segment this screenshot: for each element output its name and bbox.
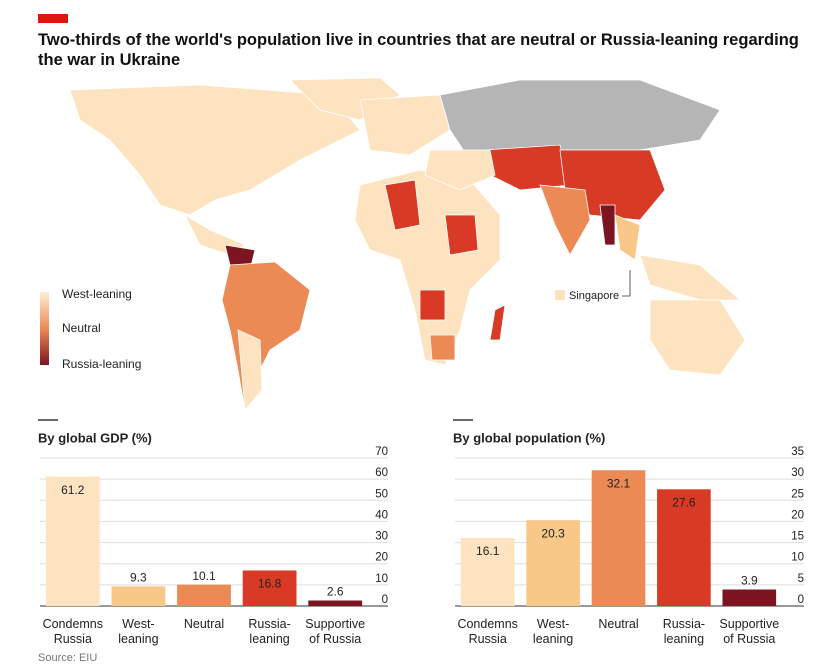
value-label: 3.9 bbox=[741, 574, 758, 588]
y-tick-label: 0 bbox=[798, 594, 804, 606]
y-tick-label: 60 bbox=[375, 467, 388, 479]
y-tick-label: 50 bbox=[375, 488, 388, 500]
bar bbox=[242, 570, 297, 606]
y-tick-label: 40 bbox=[375, 509, 388, 521]
bar bbox=[722, 589, 777, 606]
y-tick-label: 20 bbox=[791, 509, 804, 521]
y-tick-label: 15 bbox=[791, 531, 804, 543]
x-tick-label: Russia-leaning bbox=[662, 617, 706, 646]
bar bbox=[111, 586, 166, 606]
world-map bbox=[69, 77, 746, 411]
x-tick-label: Russia-leaning bbox=[248, 617, 291, 646]
bar bbox=[591, 470, 646, 606]
source: Source: EIU bbox=[38, 652, 98, 664]
legend-scale bbox=[40, 292, 49, 365]
bar bbox=[657, 489, 711, 606]
value-label: 27.6 bbox=[672, 495, 696, 509]
value-label: 20.3 bbox=[541, 526, 565, 540]
x-tick-label: Supportive of Russia bbox=[305, 617, 366, 646]
y-tick-label: 25 bbox=[791, 488, 804, 500]
legend-label: West-leaning bbox=[62, 287, 132, 301]
value-label: 10.1 bbox=[192, 569, 216, 583]
bar bbox=[460, 537, 515, 606]
y-tick-label: 10 bbox=[791, 552, 804, 564]
legend-label: Russia-leaning bbox=[62, 357, 141, 371]
value-label: 32.1 bbox=[607, 476, 631, 490]
y-tick-label: 30 bbox=[375, 531, 388, 543]
x-tick-label: West-leaning bbox=[532, 617, 574, 646]
y-tick-label: 0 bbox=[382, 594, 388, 606]
legend-label: Neutral bbox=[62, 321, 101, 335]
brand-mark bbox=[38, 14, 68, 23]
y-tick-label: 5 bbox=[798, 573, 804, 585]
value-label: 16.1 bbox=[476, 544, 500, 558]
chart-title: By global GDP (%) bbox=[38, 430, 152, 445]
x-tick-label: Neutral bbox=[598, 617, 639, 631]
x-tick-label: West-leaning bbox=[118, 617, 159, 646]
bar bbox=[177, 584, 231, 606]
y-tick-label: 30 bbox=[791, 467, 804, 479]
bar bbox=[526, 520, 580, 606]
value-label: 2.6 bbox=[327, 585, 344, 599]
y-tick-label: 20 bbox=[375, 552, 388, 564]
y-tick-label: 35 bbox=[791, 446, 804, 458]
chart-title: By global population (%) bbox=[453, 430, 605, 445]
annotation-swatch bbox=[555, 290, 565, 300]
x-tick-label: Supportive of Russia bbox=[719, 617, 780, 646]
y-tick-label: 70 bbox=[375, 446, 388, 458]
value-label: 9.3 bbox=[130, 571, 147, 585]
value-label: 16.8 bbox=[258, 577, 282, 591]
bar bbox=[308, 600, 363, 606]
y-tick-label: 10 bbox=[375, 573, 388, 585]
map-annotation: Singapore bbox=[569, 290, 619, 302]
x-tick-label: Condemns Russia bbox=[457, 617, 518, 646]
x-tick-label: Condemns Russia bbox=[42, 617, 104, 646]
value-label: 61.2 bbox=[61, 483, 85, 497]
title: Two-thirds of the world's population liv… bbox=[38, 31, 799, 69]
annotation-leader bbox=[622, 270, 631, 297]
x-tick-label: Neutral bbox=[183, 617, 225, 631]
bar bbox=[45, 476, 100, 606]
